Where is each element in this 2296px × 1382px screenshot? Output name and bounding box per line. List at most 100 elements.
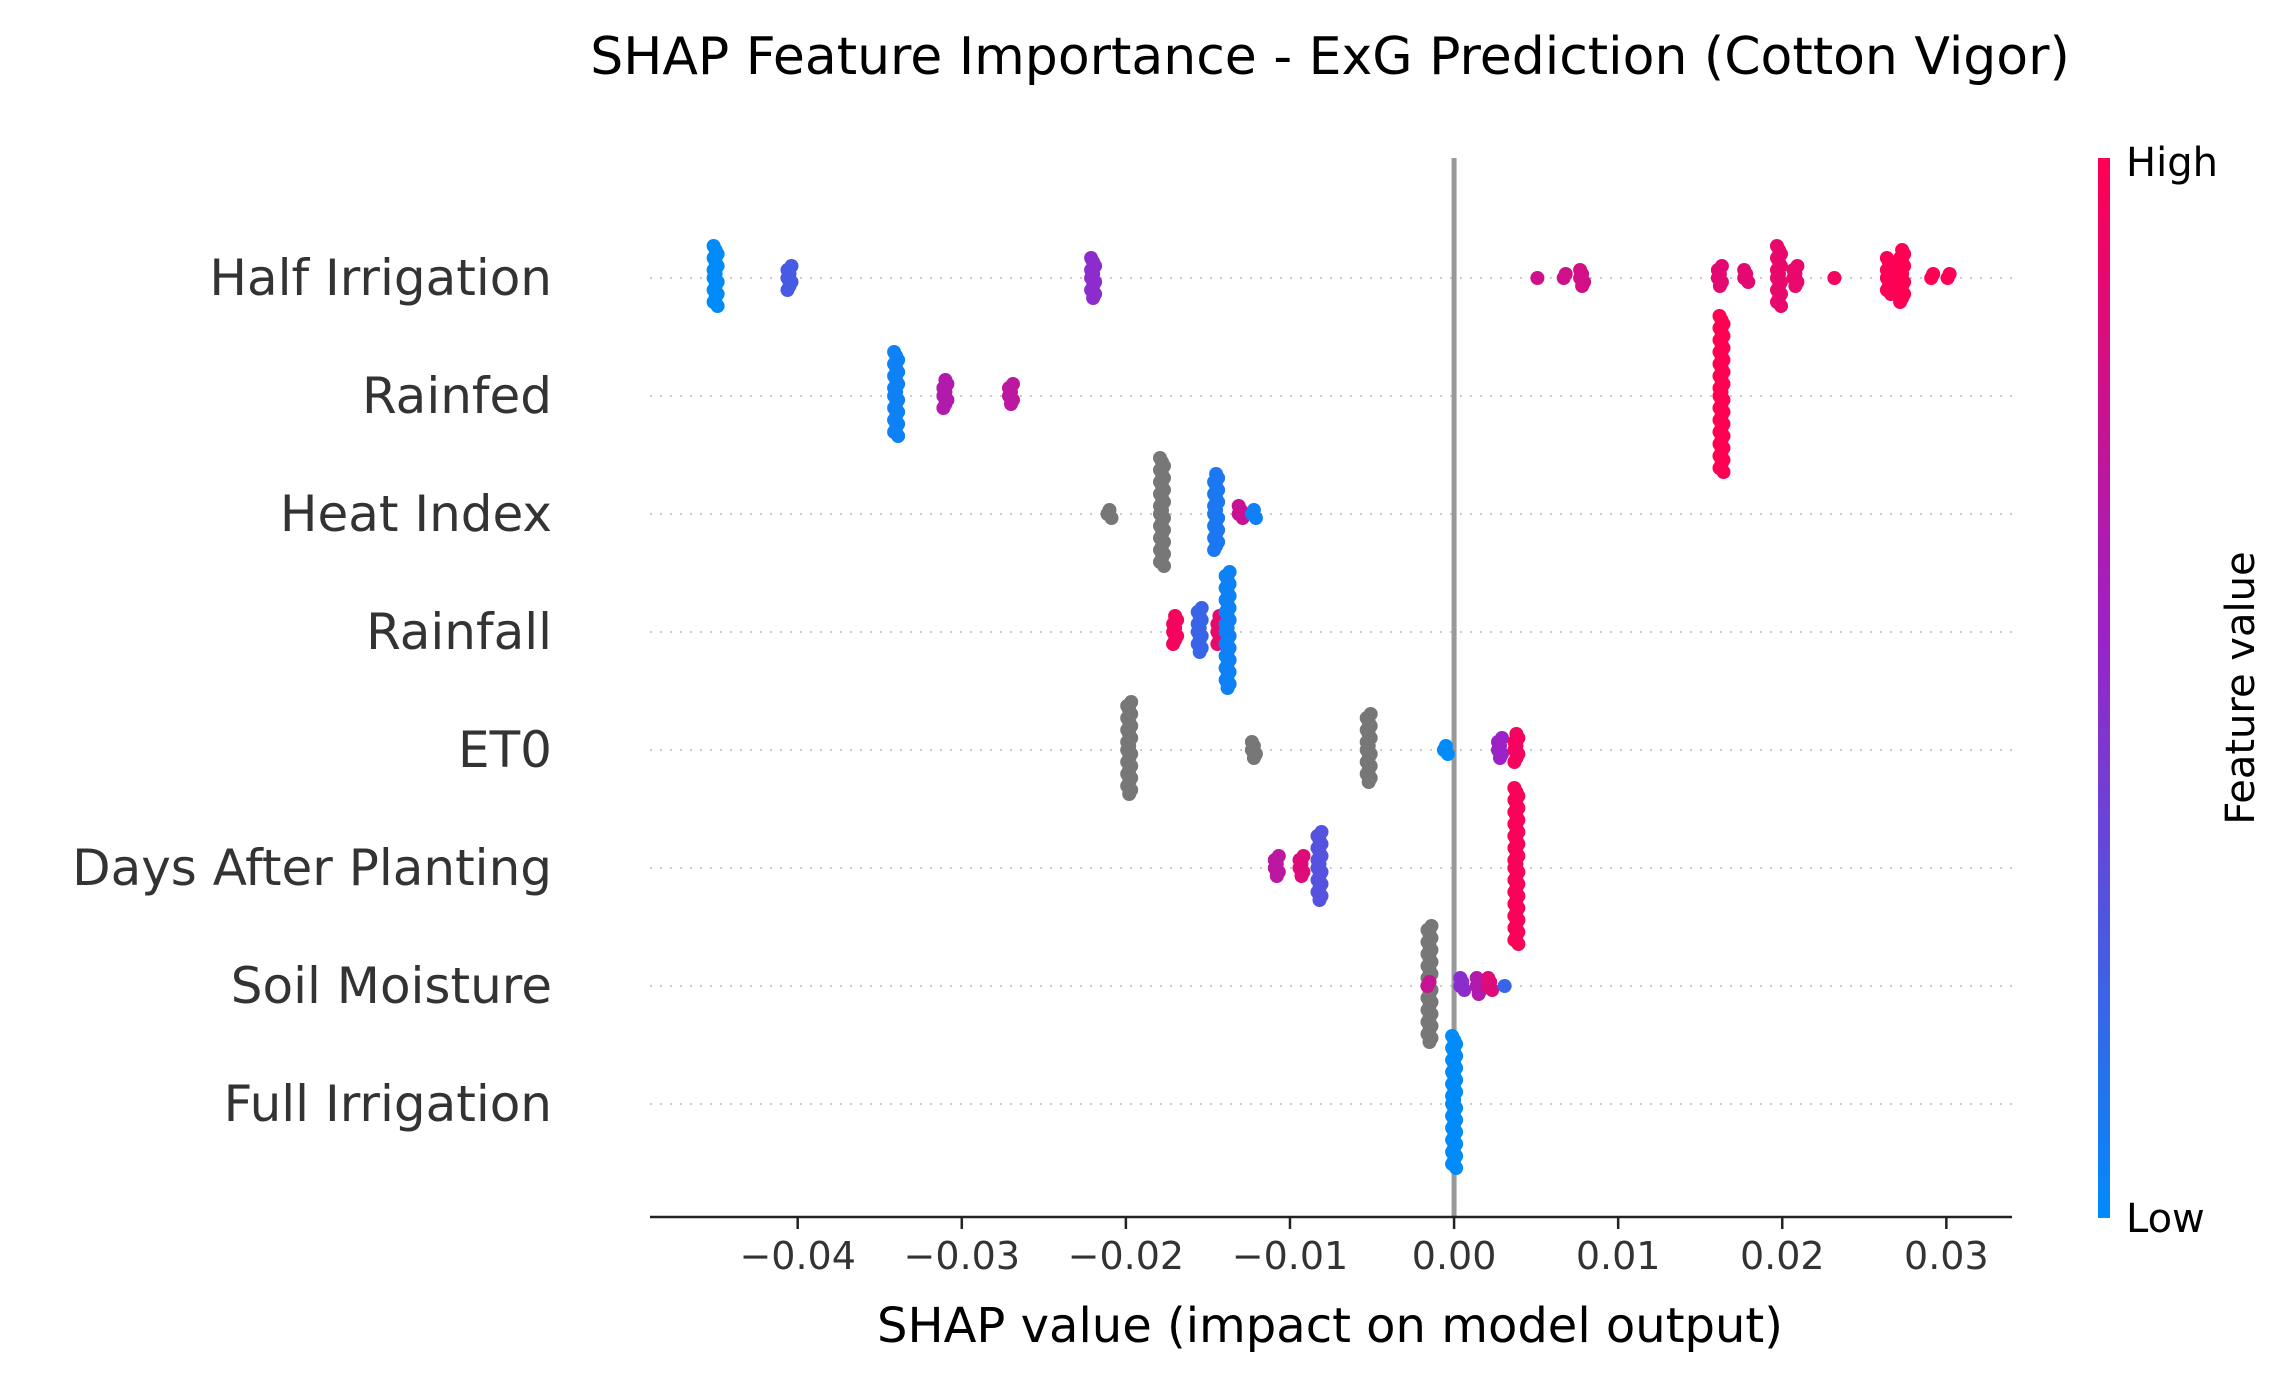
shap-point [1712, 279, 1727, 293]
shap-point [1166, 637, 1181, 651]
shap-point [1248, 511, 1263, 525]
shap-point [887, 345, 902, 359]
colorbar [2098, 158, 2110, 1218]
shap-point [1530, 271, 1545, 285]
shap-point [1507, 781, 1522, 795]
shap-point [1790, 259, 1805, 273]
x-tick-label: −0.04 [739, 1234, 855, 1278]
shap-point [1879, 251, 1894, 265]
shap-point [1244, 735, 1259, 749]
feature-label: Half Irrigation [209, 249, 552, 307]
shap-point [938, 373, 953, 387]
shap-point [706, 239, 721, 253]
shap-point [1481, 971, 1496, 985]
x-axis-ticks: −0.04 −0.03 −0.02 −0.01 0.00 0.01 0.02 0.03 [739, 1217, 1989, 1278]
shap-point [1153, 451, 1167, 465]
shap-point [1209, 467, 1224, 481]
x-axis-label: SHAP value (impact on model output) [877, 1298, 1783, 1354]
shap-point [1827, 271, 1842, 285]
colorbar-low-label: Low [2126, 1196, 2205, 1242]
shap-point [1192, 645, 1207, 659]
feature-label: Full Irrigation [224, 1075, 552, 1133]
feature-label: Soil Moisture [231, 957, 552, 1015]
shap-point [1469, 971, 1484, 985]
shap-point [1770, 239, 1784, 253]
shap-point [1363, 707, 1378, 721]
x-tick-label: 0.02 [1740, 1234, 1825, 1278]
shap-point [1296, 849, 1311, 863]
shap-point [1006, 377, 1020, 391]
shap-point [1926, 267, 1941, 281]
shap-point [1495, 731, 1509, 745]
shap-point [1424, 919, 1439, 933]
shap-point [1737, 263, 1752, 277]
shap-point [1716, 465, 1731, 479]
shap-point [1124, 695, 1139, 709]
shap-point [1314, 825, 1329, 839]
shap-point [1004, 397, 1018, 411]
shap-point [1453, 971, 1468, 985]
row-gridlines [650, 277, 2012, 1105]
colorbar-high-label: High [2126, 140, 2218, 186]
shap-point [1294, 869, 1309, 883]
shap-point [1942, 267, 1957, 281]
shap-point [780, 283, 795, 297]
shap-point [1157, 559, 1171, 573]
shap-point [1269, 869, 1284, 883]
x-tick-label: −0.02 [1068, 1234, 1184, 1278]
shap-point [1440, 747, 1455, 761]
x-tick-label: −0.03 [904, 1234, 1020, 1278]
shap-point [1086, 291, 1101, 305]
shap-point [1457, 983, 1472, 997]
shap-point [1220, 681, 1235, 695]
shap-point [1509, 727, 1524, 741]
shap-point [1714, 259, 1729, 273]
feature-label: Heat Index [280, 485, 552, 543]
shap-point [1445, 1029, 1460, 1043]
feature-labels: Half Irrigation Rainfed Heat Index Rainfall… [72, 249, 552, 1133]
shap-point [1471, 987, 1486, 1001]
shap-point [1104, 511, 1119, 525]
shap-point [1084, 251, 1099, 265]
shap-point [1361, 775, 1376, 789]
colorbar-title: Feature value [2218, 551, 2264, 824]
x-tick-label: 0.01 [1576, 1234, 1661, 1278]
chart-title: SHAP Feature Importance - ExG Prediction… [590, 27, 2070, 87]
shap-point [1312, 893, 1327, 907]
shap-point [936, 401, 951, 415]
shap-point [1741, 275, 1756, 289]
shap-point [891, 429, 906, 443]
shap-point [1573, 263, 1588, 277]
shap-point [1497, 979, 1512, 993]
shap-point [1712, 309, 1727, 323]
shap-point [1575, 279, 1590, 293]
shap-point [1422, 975, 1437, 989]
beeswarm-points [706, 239, 1957, 1175]
shap-point [1168, 609, 1183, 623]
feature-label: Rainfed [362, 367, 552, 425]
feature-label: Rainfall [366, 603, 552, 661]
shap-point [1271, 849, 1286, 863]
shap-point [1507, 755, 1522, 769]
shap-point [1222, 565, 1237, 579]
x-tick-label: 0.03 [1904, 1234, 1989, 1278]
shap-point [1558, 267, 1573, 281]
shap-point [710, 299, 725, 313]
x-tick-label: −0.01 [1232, 1234, 1348, 1278]
shap-point [1207, 543, 1222, 557]
shap-point [1895, 243, 1910, 257]
shap-point [1422, 1035, 1437, 1049]
shap-point [1511, 937, 1526, 951]
shap-point [1493, 751, 1507, 765]
shap-point [1231, 499, 1246, 513]
shap-point [1122, 787, 1137, 801]
shap-point [1449, 1161, 1464, 1175]
shap-point [1485, 983, 1500, 997]
shap-point [1194, 601, 1209, 615]
feature-label: ET0 [458, 721, 552, 779]
shap-point [1246, 751, 1261, 765]
shap-point [784, 259, 799, 273]
feature-label: Days After Planting [72, 839, 552, 897]
shap-point [1893, 295, 1908, 309]
